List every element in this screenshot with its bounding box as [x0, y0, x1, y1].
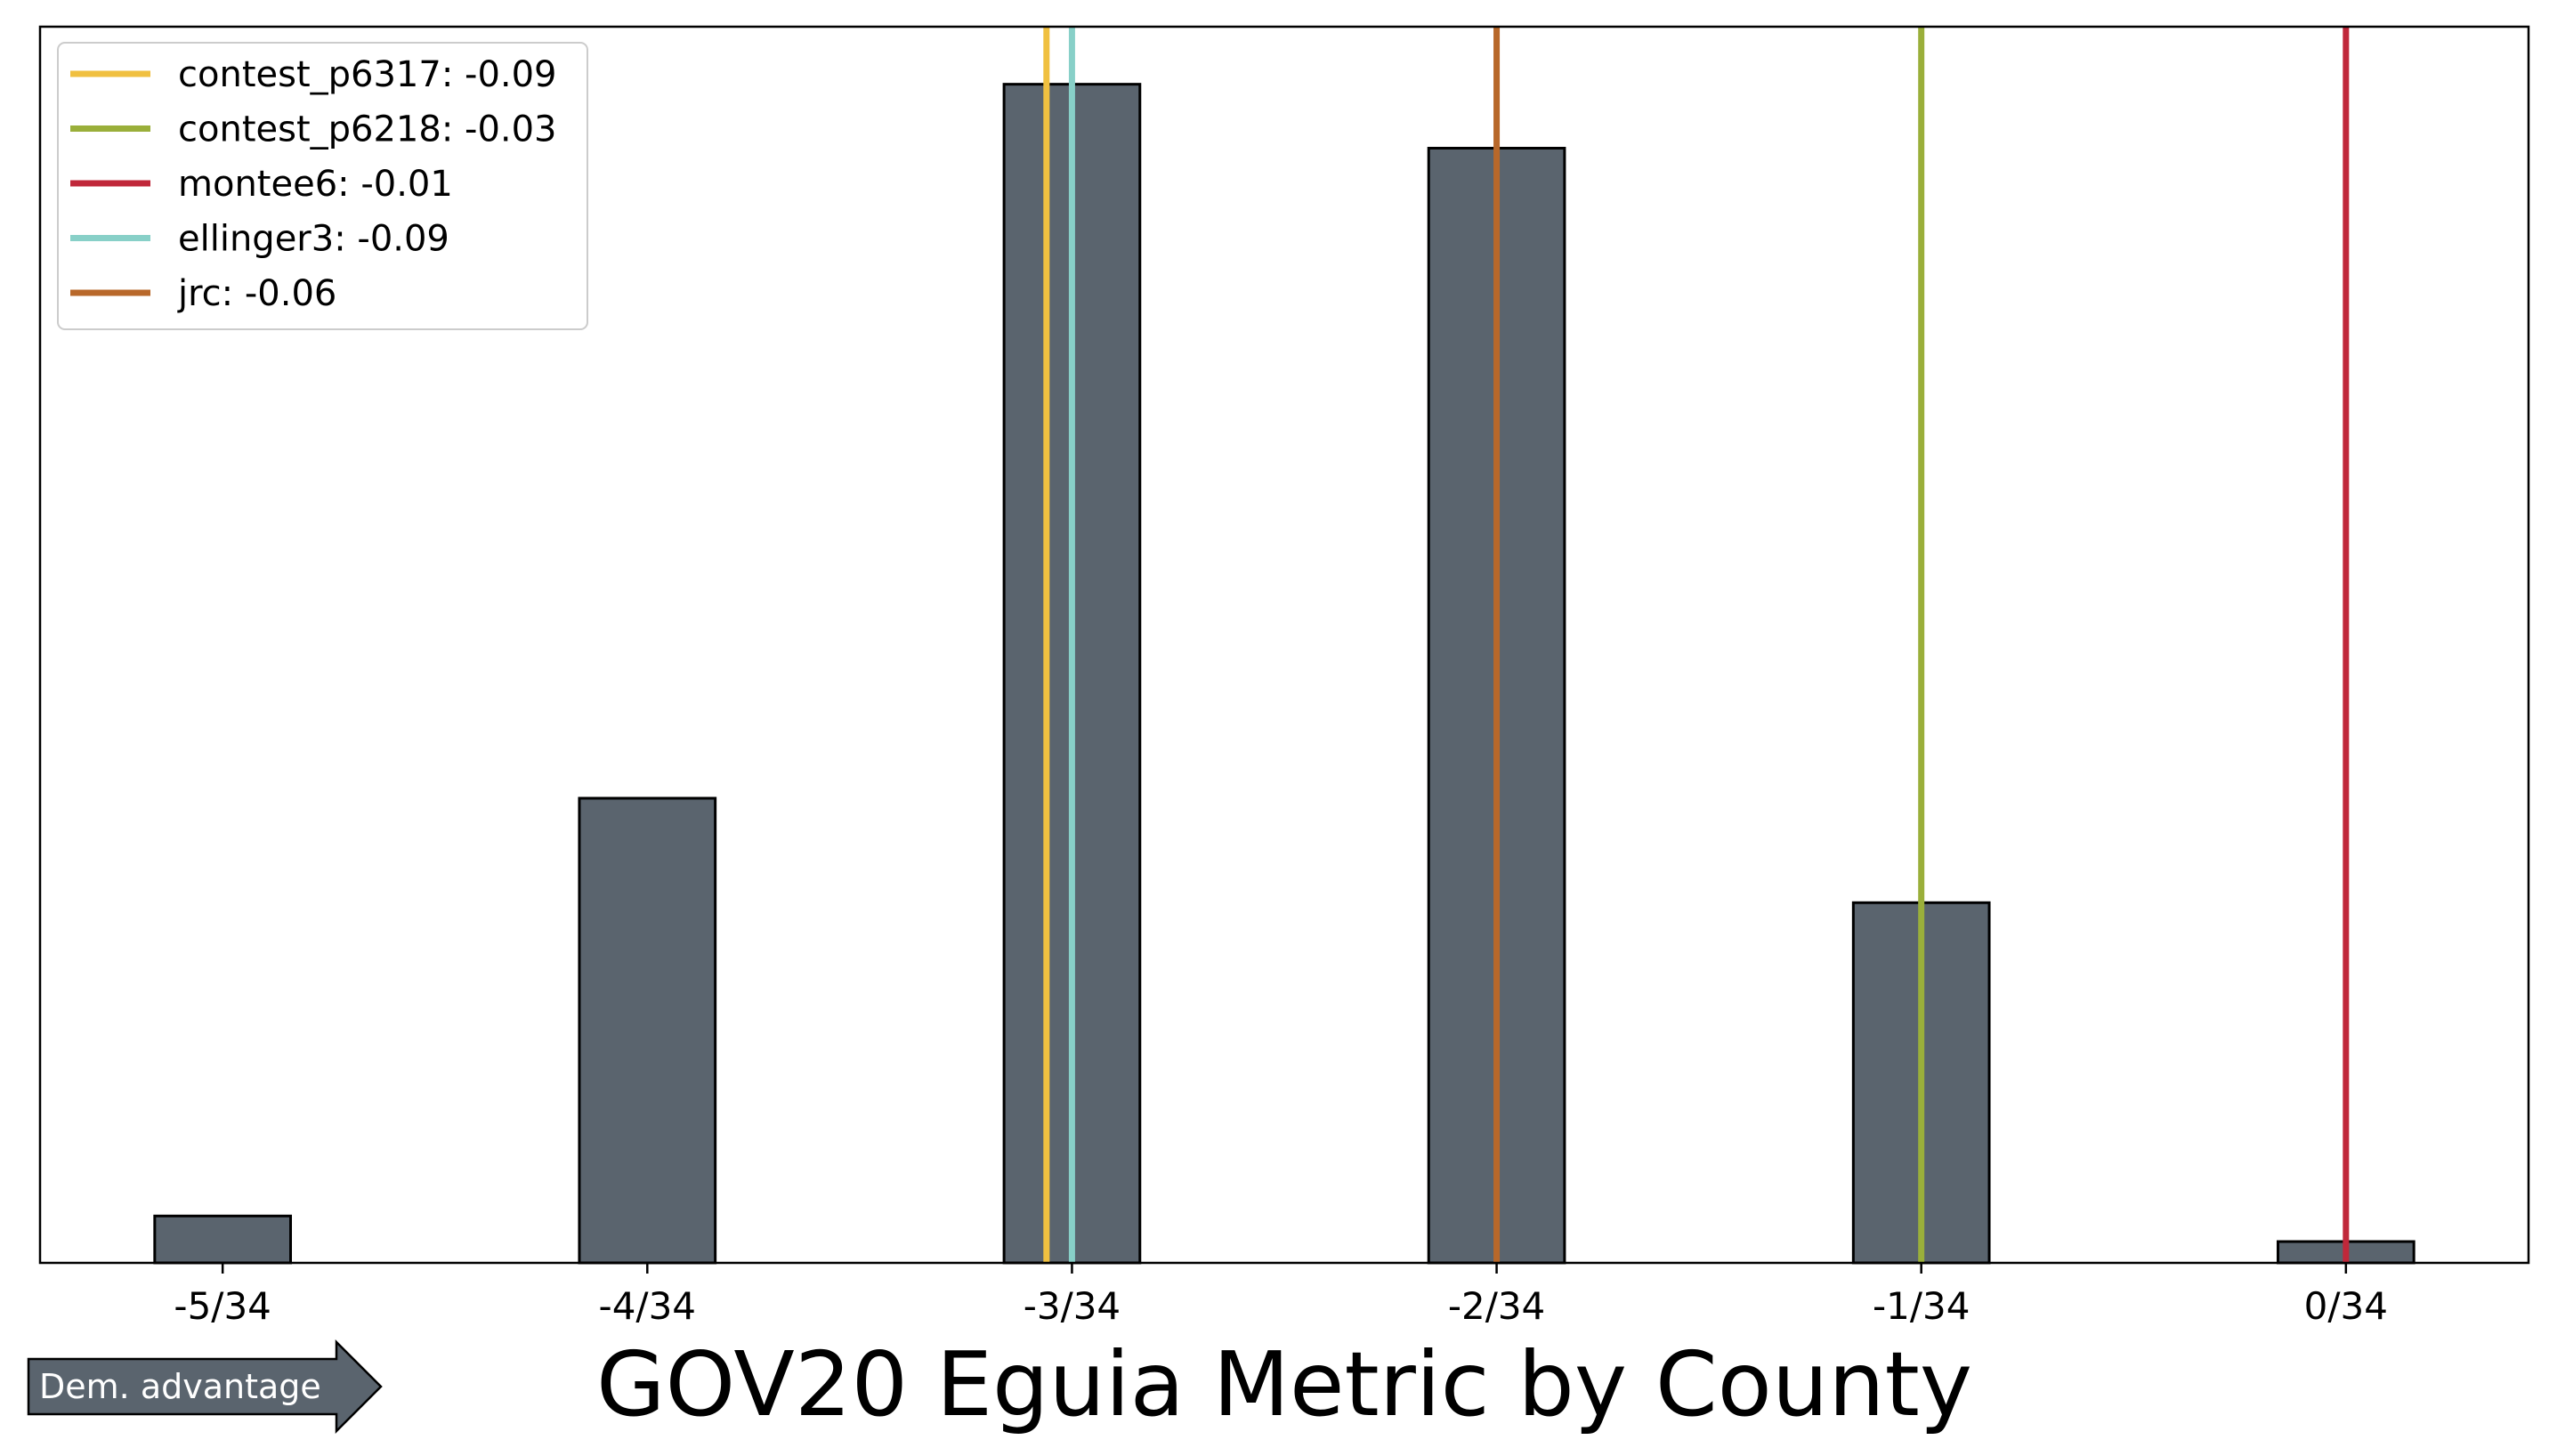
x-tick-label-2: -3/34: [1024, 1284, 1121, 1328]
x-tick-label-5: 0/34: [2304, 1284, 2388, 1328]
legend-label-3: ellinger3: -0.09: [178, 219, 449, 260]
x-tick-label-3: -2/34: [1448, 1284, 1545, 1328]
legend-entries: contest_p6317: -0.09 contest_p6218: -0.03…: [70, 54, 557, 314]
legend-label-4: jrc: -0.06: [177, 273, 336, 314]
legend-label-1: contest_p6218: -0.03: [178, 109, 557, 150]
plot-frame: [38, 25, 2530, 1265]
reference-lines-layer: [1043, 27, 2350, 1263]
arrow-shape: [27, 1339, 383, 1435]
legend-label-2: montee6: -0.01: [178, 164, 453, 205]
dem-advantage-arrow: Dem. advantage: [27, 1339, 383, 1435]
legend-label-0: contest_p6317: -0.09: [178, 54, 557, 95]
bar-2: [578, 797, 717, 1265]
bar-0: [153, 1214, 293, 1265]
arrow-label: Dem. advantage: [39, 1367, 321, 1406]
x-tick-label-0: -5/34: [174, 1284, 271, 1328]
x-tick-label-1: -4/34: [599, 1284, 696, 1328]
legend-box: [57, 42, 588, 330]
legend: contest_p6317: -0.09 contest_p6218: -0.03…: [57, 42, 588, 330]
x-tick-label-4: -1/34: [1873, 1284, 1970, 1328]
chart-title: GOV20 Eguia Metric by County: [596, 1332, 1972, 1436]
x-axis-ticks: -5/34 -4/34 -3/34 -2/34 -1/34 0/34: [174, 1263, 2388, 1328]
